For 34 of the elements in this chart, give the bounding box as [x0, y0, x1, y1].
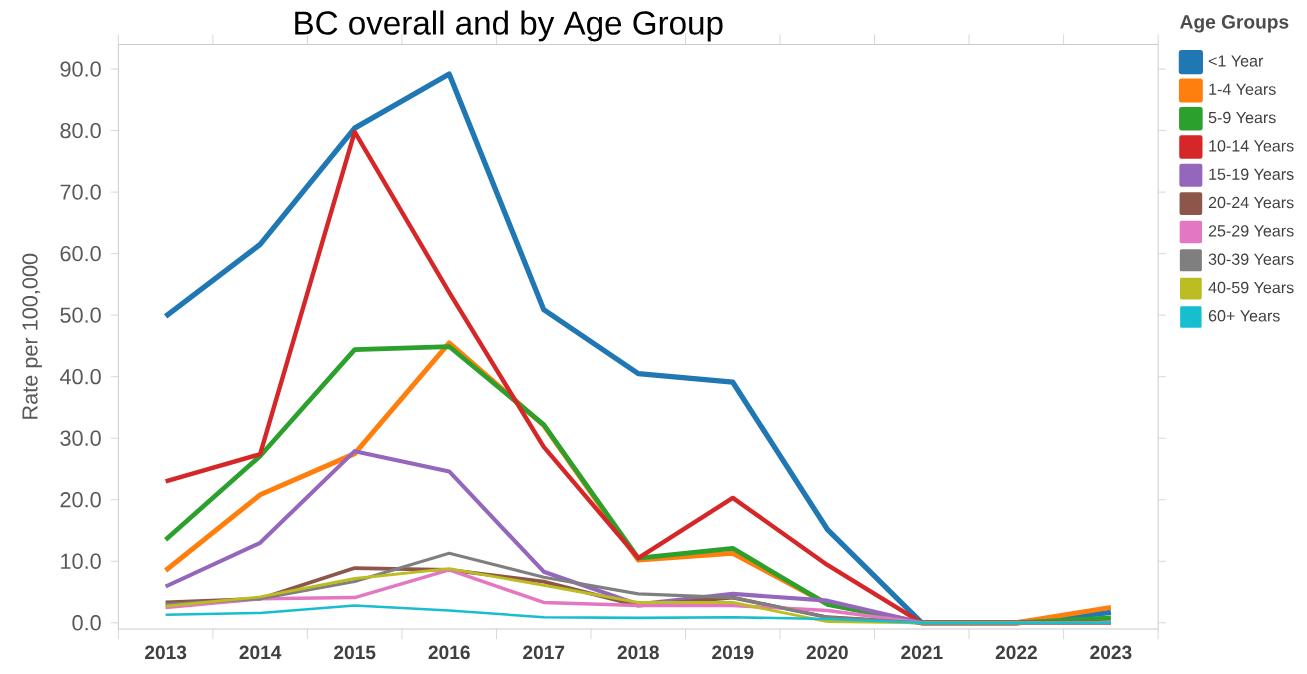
- legend-label: 1-4 Years: [1209, 83, 1276, 95]
- x-tick-label: 2021: [901, 645, 943, 660]
- legend-label: <1 Year: [1208, 55, 1264, 67]
- x-tick-label: 2015: [334, 645, 376, 660]
- y-tick-label: 40.0: [59, 369, 101, 385]
- legend-label: 60+ Years: [1208, 310, 1280, 322]
- y-tick-label: 90.0: [60, 61, 101, 77]
- x-tick-label: 2019: [712, 645, 754, 660]
- y-tick-label: 50.0: [60, 307, 101, 323]
- legend-label: 5-9 Years: [1208, 111, 1276, 124]
- legend-title: Age Groups: [1180, 15, 1289, 33]
- x-tick-label: 2020: [806, 645, 848, 660]
- x-tick-label: 2018: [617, 645, 659, 660]
- legend-label: 20-24 Years: [1208, 196, 1294, 209]
- y-axis-title: Rate per 100,000: [22, 253, 42, 419]
- y-tick-label: 20.0: [60, 492, 101, 508]
- x-tick-label: 2016: [428, 645, 470, 660]
- x-tick-label: 2014: [239, 645, 282, 660]
- y-tick-label: 80.0: [60, 122, 101, 139]
- legend-label: 40-59 Years: [1208, 281, 1294, 294]
- y-tick-label: 10.0: [61, 553, 101, 569]
- legend-label: 15-19 Years: [1209, 168, 1294, 180]
- x-tick-label: 2013: [145, 645, 187, 660]
- x-tick-label: 2017: [523, 645, 565, 660]
- y-tick-label: 0.0: [72, 615, 101, 631]
- legend-label: 10-14 Years: [1209, 140, 1294, 152]
- chart-title: BC overall and by Age Group: [295, 10, 723, 42]
- x-tick-label: 2022: [995, 645, 1037, 660]
- y-tick-label: 70.0: [60, 184, 101, 200]
- legend-label: 30-39 Years: [1208, 253, 1294, 265]
- y-tick-label: 60.0: [60, 245, 101, 262]
- x-tick-label: 2023: [1090, 645, 1132, 660]
- y-tick-label: 30.0: [60, 430, 101, 446]
- legend-label: 25-29 Years: [1208, 225, 1294, 237]
